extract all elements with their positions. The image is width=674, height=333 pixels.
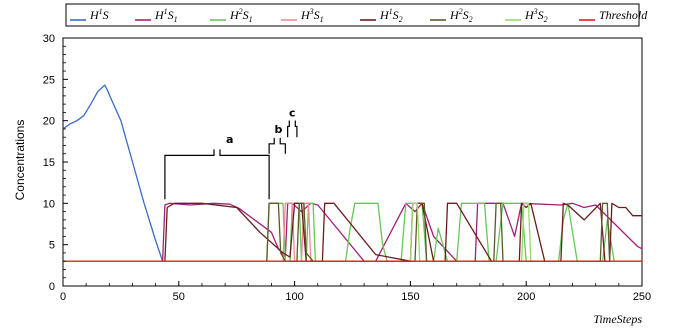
x-axis-label: TimeSteps (593, 312, 642, 326)
legend-label: H1S2 (379, 7, 403, 24)
y-tick-label: 20 (43, 116, 55, 128)
legend-label: H3S2 (524, 7, 548, 24)
legend-label: H2S2 (449, 7, 473, 24)
y-axis-label: Concentrations (13, 120, 27, 201)
y-tick-label: 5 (49, 240, 55, 252)
legend-box (65, 3, 640, 27)
annotation-bracket (287, 120, 298, 138)
series-line-h1s1 (161, 202, 643, 262)
annotation-brackets: a bc (164, 107, 298, 200)
annotation-bracket (164, 149, 270, 200)
y-tick-label: 25 (43, 74, 55, 86)
annotation-label-c: c (289, 107, 296, 120)
legend-label: H1S1 (154, 7, 178, 24)
y-tick-label: 30 (43, 33, 55, 45)
annotation-label-b: b (274, 123, 282, 136)
x-tick-label: 0 (60, 291, 66, 303)
y-tick-label: 15 (43, 157, 55, 169)
legend-label: H3S1 (300, 7, 324, 24)
x-tick-label: 100 (285, 291, 303, 303)
x-tick-label: 250 (633, 291, 651, 303)
annotation-label-a: a (226, 133, 233, 146)
plot-frame (62, 37, 643, 287)
series-layer (62, 84, 643, 262)
x-tick-label: 200 (517, 291, 535, 303)
legend-label: Threshold (599, 8, 648, 22)
y-tick-label: 10 (43, 198, 55, 210)
series-line-h1s (62, 84, 164, 262)
legend-label: H2S1 (229, 7, 253, 24)
y-tick-label: 0 (49, 281, 55, 293)
x-tick-label: 150 (401, 291, 419, 303)
annotation-bracket (268, 137, 286, 154)
legend-label: H1S (89, 7, 109, 22)
x-tick-label: 50 (173, 291, 185, 303)
axes: 0 50 100 150 200 250 0 5 10 15 20 25 30 (43, 33, 651, 303)
legend: H1S H1S1 H2S1 H3S1 H1S2 H2S2 H3S2 Threshold (65, 3, 648, 27)
